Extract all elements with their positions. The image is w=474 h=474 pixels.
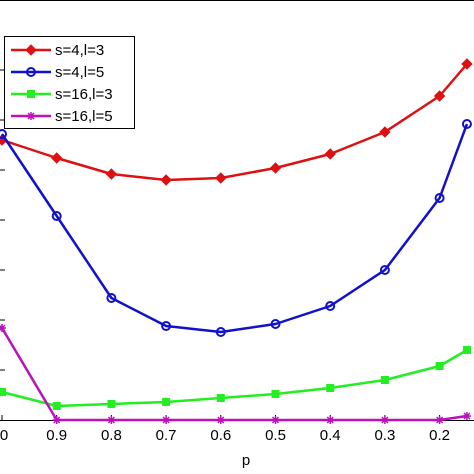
series-1-point-0 [0,129,7,139]
x-tick-label-2: 0.8 [101,427,122,444]
legend-entry-0: s=4,l=3 [11,42,104,59]
series-1-point-4 [215,327,226,337]
legend-swatch-marker-2 [27,90,35,98]
series-1-point-3 [161,321,172,331]
series-1-point-1 [51,211,62,221]
series-0-point-9 [461,58,473,70]
legend-swatch-marker-0 [25,44,37,56]
series-layer [0,58,473,424]
series-0-point-8 [433,90,446,102]
series-2-point-4 [216,394,225,402]
series-2-point-5 [271,390,280,398]
legend-swatch-marker-1 [26,67,36,77]
legend-label-0: s=4,l=3 [55,42,104,59]
series-2-point-3 [162,398,171,406]
series-0 [0,58,473,186]
series-line-3 [0,327,468,422]
series-1-point-5 [270,319,281,329]
series-line-0 [1,63,468,182]
x-tick-label-0: 0 [0,427,8,444]
x-axis-title: p [242,452,250,469]
series-0-point-3 [160,174,172,186]
series-1-point-6 [325,301,336,311]
series-2-point-8 [435,362,444,370]
series-3-point-3 [162,416,171,424]
series-0-point-2 [105,168,118,180]
series-1-point-8 [434,193,445,203]
series-2-point-1 [52,402,61,410]
series-1 [0,119,472,337]
x-tick-label-5: 0.5 [265,427,286,444]
x-tick-label-1: 0.9 [46,427,67,444]
legend-entry-3: s=16,l=5 [11,108,113,125]
x-tick-label-8: 0.2 [429,427,450,444]
series-0-point-5 [269,162,282,174]
x-tick-label-4: 0.6 [210,427,231,444]
series-1-point-7 [379,265,390,275]
series-2-point-0 [0,388,6,396]
series-3-point-1 [52,416,61,424]
series-line-2 [1,348,468,408]
series-0-point-7 [379,126,391,138]
series-3-point-2 [107,416,116,424]
plot-area: 0 0.9 0.8 0.7 0.6 0.5 0.4 0.3 0.2 [0,0,474,444]
x-tick-label-3: 0.7 [156,427,177,444]
x-tick-label-7: 0.3 [374,427,395,444]
series-3-point-5 [271,416,280,424]
series-2 [0,346,471,410]
legend-label-2: s=16,l=3 [55,86,113,103]
series-3-point-6 [326,416,335,424]
series-3-point-9 [462,412,471,420]
series-3-point-8 [435,416,444,424]
series-line-1 [0,123,469,334]
series-0-point-6 [324,148,336,160]
legend: s=4,l=3 s=4,l=5 s=16,l=3 s=16,l=5 [4,36,135,129]
series-2-point-7 [380,376,389,384]
series-3 [0,324,471,424]
legend-entry-2: s=16,l=3 [11,86,113,103]
series-0-point-4 [215,172,227,184]
series-2-point-9 [462,346,471,354]
series-1-point-2 [106,293,117,303]
series-2-point-2 [107,400,116,408]
series-0-point-1 [50,152,63,164]
legend-label-3: s=16,l=5 [55,108,113,125]
x-axis-ticks: 0 0.9 0.8 0.7 0.6 0.5 0.4 0.3 0.2 [0,69,450,444]
series-3-point-7 [380,416,389,424]
series-2-point-6 [326,384,335,392]
legend-swatch-marker-3 [27,112,35,120]
legend-box [4,36,135,129]
series-1-point-9 [461,119,472,129]
legend-label-1: s=4,l=5 [55,64,104,81]
series-3-point-4 [216,416,225,424]
legend-entry-1: s=4,l=5 [11,64,104,81]
series-3-point-0 [0,324,6,332]
x-tick-label-6: 0.4 [320,427,341,444]
